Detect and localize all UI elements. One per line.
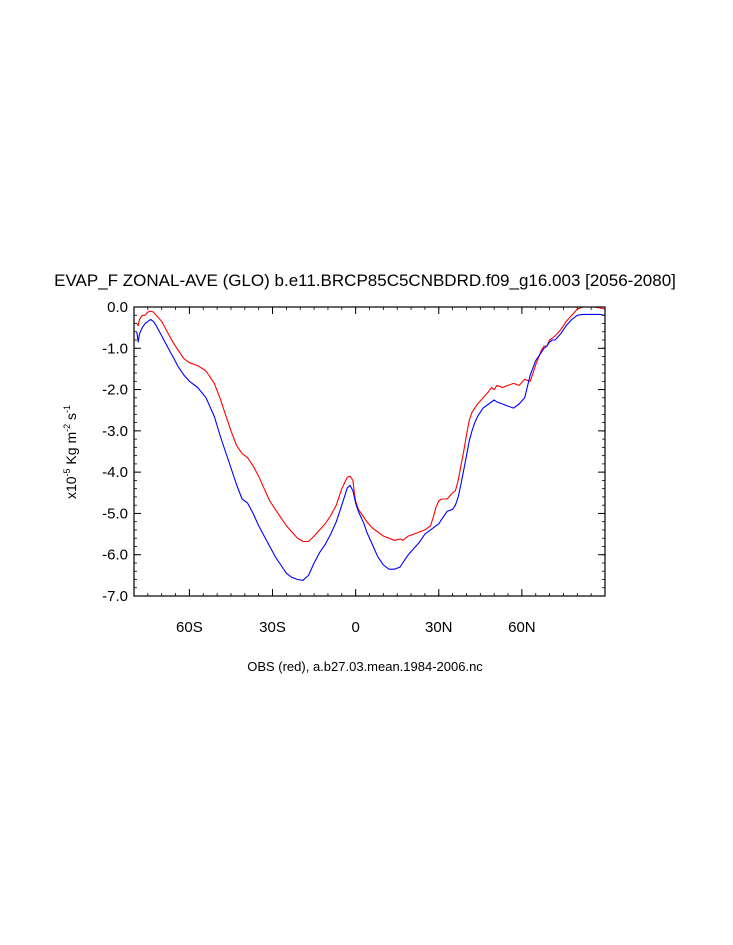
y-tick-label-1: -1.0 (102, 340, 128, 357)
plot-frame (133, 306, 606, 597)
x-tick-label-2: 0 (351, 619, 359, 636)
y-axis-label-exp-s: -1 (62, 405, 72, 413)
y-axis-label-exp: -5 (62, 468, 72, 476)
x-ticks: 60S 30S 0 30N 60N (147, 307, 606, 636)
x-tick-label-3: 30N (425, 619, 453, 636)
y-tick-label-3: -3.0 (102, 423, 128, 440)
chart-title: EVAP_F ZONAL-AVE (GLO) b.e11.BRCP85C5CNB… (54, 271, 676, 290)
y-tick-label-0: 0.0 (107, 299, 128, 316)
y-tick-label-2: -2.0 (102, 382, 128, 399)
y-axis-label: x10-5 Kg m-2 s-1 (62, 405, 79, 499)
y-tick-label-4: -4.0 (102, 464, 128, 481)
y-axis-label-unit-s: s (63, 413, 79, 424)
series-line-1 (136, 313, 606, 581)
y-axis-label-exp-m: -2 (62, 424, 72, 432)
series-line-0 (136, 306, 606, 543)
x-tick-label-4: 60N (508, 619, 536, 636)
y-tick-label-7: -7.0 (102, 588, 128, 605)
y-axis-label-prefix: x10 (63, 476, 79, 499)
plot-layer (136, 306, 606, 581)
x-tick-label-1: 30S (259, 619, 286, 636)
x-tick-label-0: 60S (176, 619, 203, 636)
y-tick-label-5: -5.0 (102, 505, 128, 522)
svg-text:x10-5 Kg m-2 s-1: x10-5 Kg m-2 s-1 (62, 405, 79, 499)
y-ticks: 0.0 -1.0 -2.0 -3.0 -4.0 -5.0 -6.0 -7.0 (102, 299, 605, 605)
chart-caption: OBS (red), a.b27.03.mean.1984-2006.nc (247, 659, 483, 674)
y-tick-label-6: -6.0 (102, 547, 128, 564)
y-axis-label-unit-kg: Kg m (63, 432, 79, 469)
